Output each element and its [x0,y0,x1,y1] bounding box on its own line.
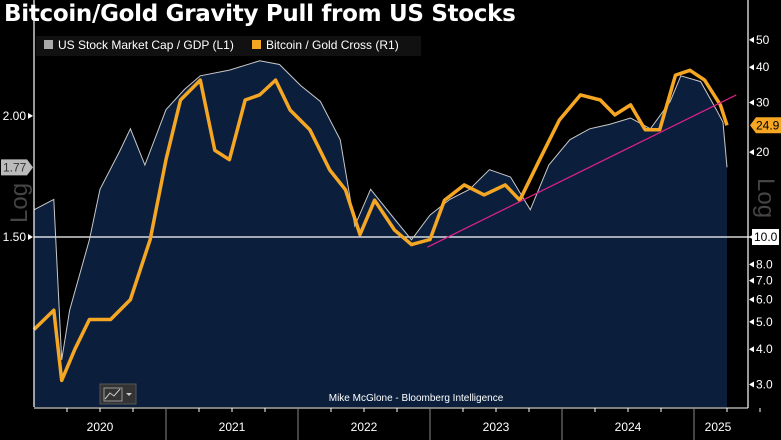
chart-type-button-bg [99,383,137,405]
left-last-value-label: 1.77 [3,160,27,174]
left-tick [28,234,33,240]
right-tick-label: 3.0 [756,377,773,391]
right-tick [749,149,754,156]
legend-label-bitcoin-gold: Bitcoin / Gold Cross (R1) [266,38,399,52]
right-tick [749,36,754,43]
right-tick [749,277,754,284]
left-axis-label: Log [6,183,33,223]
right-tick-label: 20 [756,145,770,159]
right-tick [749,261,754,268]
right-axis-label: Log [752,178,779,218]
legend-swatch-bitcoin-gold [252,40,261,49]
series-line-bitcoin-gold [32,68,729,383]
x-tick-label: 2024 [615,420,642,434]
trendline [427,94,737,248]
right-tick [749,381,754,388]
chevron-down-icon [126,393,132,396]
right-tick-label: 4.0 [756,342,773,356]
right-tick [749,64,754,71]
line-chart-icon-frame [103,387,123,402]
right-tick-label: 30 [756,95,770,109]
x-tick-label: 2023 [483,420,510,434]
left-tick-label: 1.50 [3,230,27,244]
x-tick-label: 2020 [87,420,114,434]
left-tick-label: 2.00 [3,109,27,123]
left-last-value-badge [1,159,33,176]
right-tick-label: 7.0 [756,274,773,288]
x-tick-label: 2022 [351,420,378,434]
right-last-value-label: 24.9 [756,118,780,132]
x-tick-label: 2025 [705,420,732,434]
legend-box [36,36,421,56]
right-tick [749,99,754,106]
right-tick-label: 40 [756,60,770,74]
right-tick-label: 10.0 [754,230,778,244]
right-reference-badge [752,229,779,245]
right-tick [749,296,754,303]
chart-type-button[interactable] [99,383,137,405]
legend-swatch-stock [44,40,53,49]
x-tick-label: 2021 [219,420,246,434]
line-chart-icon [104,388,121,400]
source-label: Mike McGlone - Bloomberg Intelligence [329,393,504,404]
right-tick [749,318,754,325]
right-tick-label: 8.0 [756,257,773,271]
chart-title: Bitcoin/Gold Gravity Pull from US Stocks [4,1,516,27]
stock-cap-area [34,60,727,408]
right-tick-label: 5.0 [756,315,773,329]
right-tick-label: 6.0 [756,293,773,307]
right-tick [749,346,754,353]
right-last-value-badge [750,117,781,134]
right-tick-label: 50 [756,33,770,47]
legend-label-stock: US Stock Market Cap / GDP (L1) [58,38,234,52]
left-tick [28,112,33,119]
